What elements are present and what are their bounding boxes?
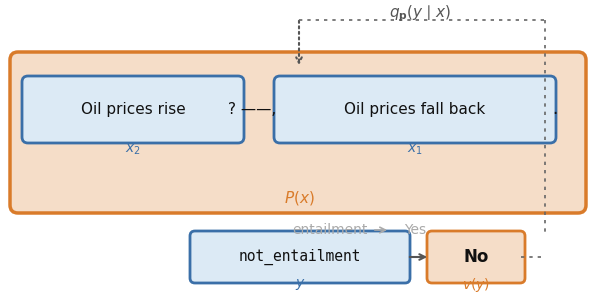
Text: not_entailment: not_entailment [239,249,361,265]
Text: entailment: entailment [292,223,368,237]
FancyBboxPatch shape [190,231,410,283]
FancyBboxPatch shape [22,76,244,143]
FancyBboxPatch shape [274,76,556,143]
Text: $v(y)$: $v(y)$ [462,276,490,294]
Text: $q_{\mathbf{p}}(y \mid x)$: $q_{\mathbf{p}}(y \mid x)$ [389,4,451,24]
Text: $y$: $y$ [295,278,306,293]
Text: Oil prices rise: Oil prices rise [81,102,185,116]
Text: $x_2$: $x_2$ [125,143,141,157]
Text: $x_1$: $x_1$ [407,143,423,157]
Text: Yes: Yes [404,223,426,237]
Text: $P(x)$: $P(x)$ [283,189,315,207]
Text: .: . [553,100,557,118]
Text: ? ——,: ? ——, [228,102,276,116]
FancyBboxPatch shape [427,231,525,283]
Text: Oil prices fall back: Oil prices fall back [344,102,486,116]
FancyBboxPatch shape [10,52,586,213]
Text: No: No [463,248,489,266]
